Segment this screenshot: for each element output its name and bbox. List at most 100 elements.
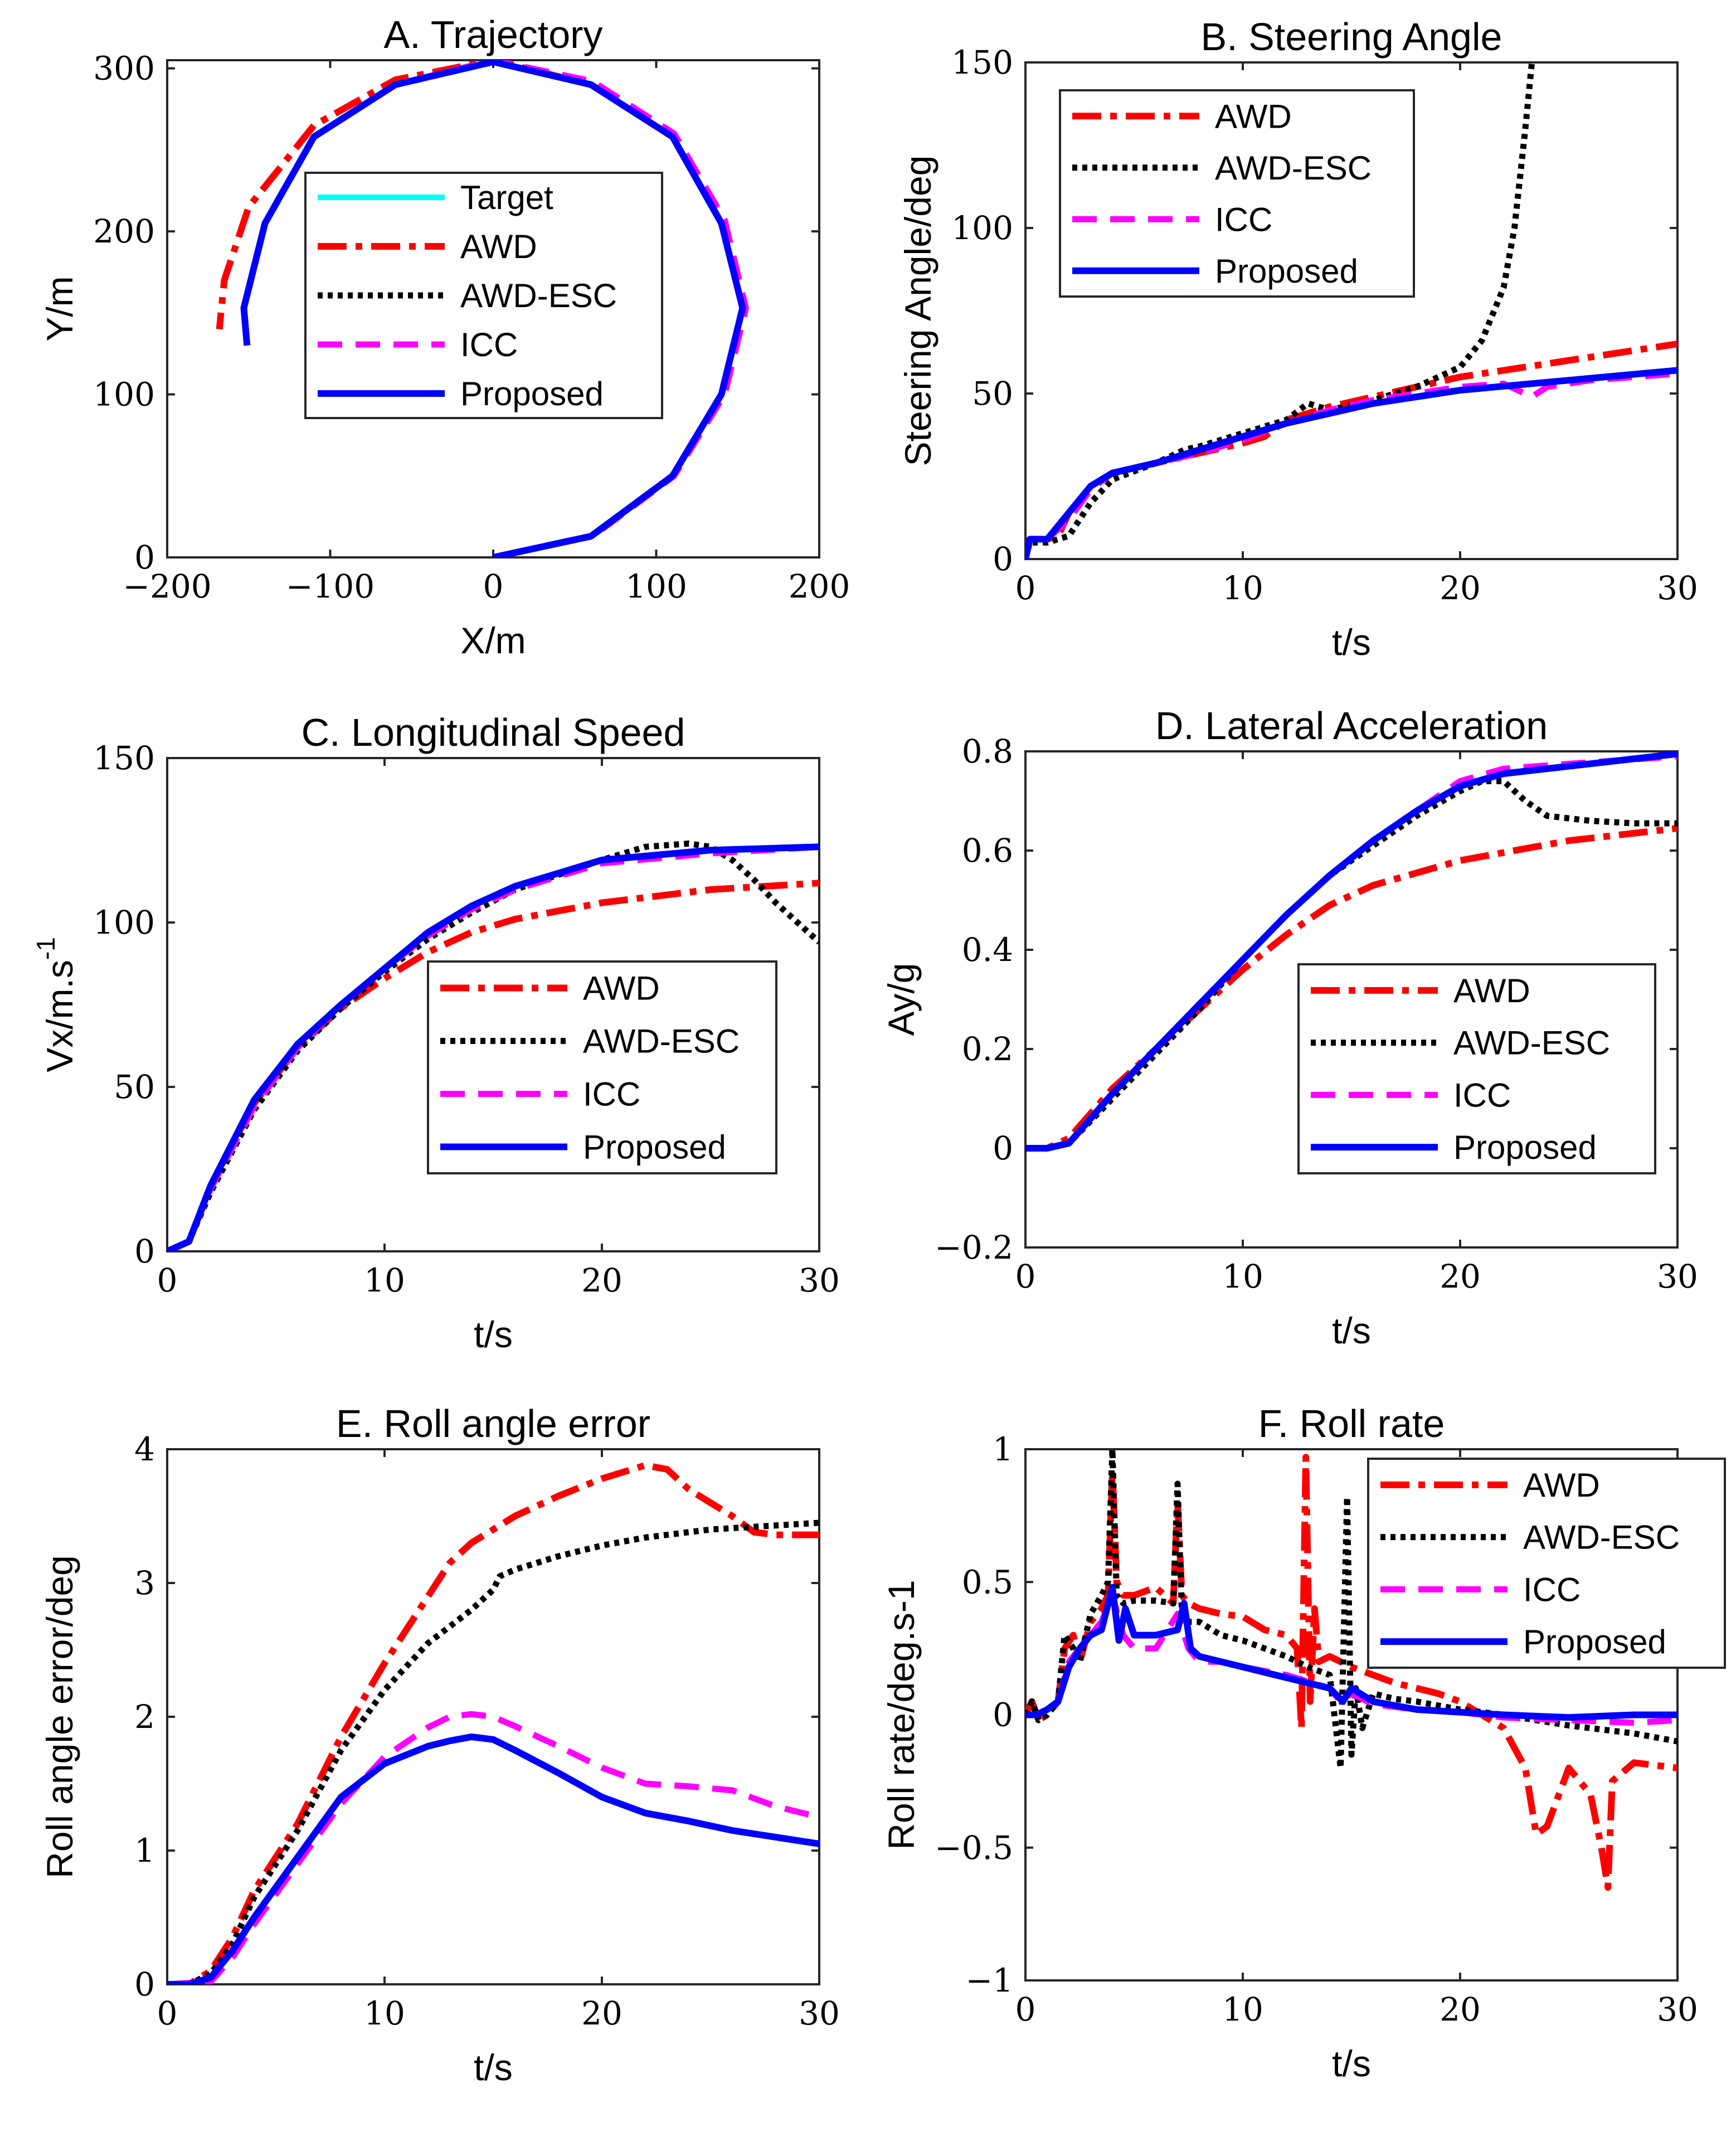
y-axis-label: Vx/m.s-1 xyxy=(31,937,80,1072)
y-axis-label-text: Roll rate/deg.s-1 xyxy=(881,1580,922,1849)
legend-label-proposed: Proposed xyxy=(1215,252,1358,290)
x-tick-label: 0 xyxy=(1015,569,1036,607)
x-axis-label: X/m xyxy=(460,620,526,661)
legend-label-icc: ICC xyxy=(583,1076,640,1113)
y-tick-label: 0.6 xyxy=(962,832,1013,870)
x-tick-label: −200 xyxy=(123,567,211,605)
y-tick-label: 0 xyxy=(134,1232,155,1270)
y-tick-label: 150 xyxy=(951,43,1013,81)
legend-label-proposed: Proposed xyxy=(1453,1129,1597,1166)
x-tick-label: 0 xyxy=(1015,1990,1036,2028)
legend: Target AWD AWD-ESC ICC Proposed xyxy=(304,172,663,419)
y-tick-label: 0.4 xyxy=(962,931,1013,969)
x-tick-label: 20 xyxy=(1440,1990,1481,2028)
chart-b: 0 10 20 30 0 50 100 150 B. Steering Angle t/s Stee… xyxy=(897,15,1698,663)
x-tick-label: −100 xyxy=(286,567,375,605)
series-line-awd-esc xyxy=(1025,62,1535,559)
chart-e: 0 10 20 30 0 1 2 3 4 E. Roll angle error t/s Roll a… xyxy=(39,1402,840,2088)
y-tick-label: 0.5 xyxy=(962,1563,1013,1601)
legend-label-target: Target xyxy=(460,179,553,216)
series-line-awd-esc xyxy=(167,1519,819,1984)
series-line-awd xyxy=(167,880,819,1251)
y-tick-label: 50 xyxy=(114,1068,155,1106)
y-axis-label: Y/m xyxy=(39,276,80,341)
x-tick-label: 30 xyxy=(1657,569,1698,607)
series-line-proposed xyxy=(1025,751,1677,1152)
x-tick-label: 10 xyxy=(1222,1257,1263,1295)
x-tick-label: 0 xyxy=(1015,1257,1036,1295)
legend-label-awd: AWD xyxy=(1523,1467,1600,1504)
legend-box xyxy=(304,172,663,419)
series-line-awd xyxy=(1025,825,1677,1152)
y-tick-label: 0.2 xyxy=(962,1030,1013,1068)
legend: AWD AWD-ESC ICC Proposed xyxy=(427,960,777,1174)
series-group xyxy=(167,840,819,1251)
legend: AWD AWD-ESC ICC Proposed xyxy=(1297,963,1656,1174)
y-tick-label: 200 xyxy=(93,212,155,250)
y-tick-label: 0 xyxy=(993,540,1013,578)
legend-label-icc: ICC xyxy=(1215,201,1272,238)
y-tick-label: −1 xyxy=(966,1961,1014,1999)
legend-label-awd-esc: AWD-ESC xyxy=(1523,1519,1680,1556)
y-axis-label-superscript: -1 xyxy=(31,937,60,960)
legend-label-awd-esc: AWD-ESC xyxy=(460,277,617,314)
series-line-proposed xyxy=(240,60,746,557)
legend-label-awd-esc: AWD-ESC xyxy=(583,1023,740,1060)
legend: AWD AWD-ESC ICC Proposed xyxy=(1367,1458,1726,1669)
series-line-icc xyxy=(241,60,749,557)
x-tick-label: 30 xyxy=(1657,1257,1698,1295)
x-tick-label: 10 xyxy=(1222,1990,1263,2028)
series-line-proposed xyxy=(167,1733,819,1984)
chart-title: E. Roll angle error xyxy=(336,1402,650,1445)
legend-box xyxy=(1059,89,1415,298)
x-axis-label: t/s xyxy=(1332,1310,1371,1351)
legend-label-awd: AWD xyxy=(1215,98,1292,135)
x-tick-label: 30 xyxy=(799,1994,840,2032)
y-tick-label: 1 xyxy=(993,1430,1013,1468)
chart-f: 0 10 20 30 −1 −0.5 0 0.5 1 F. Roll rate t/s Roll ra… xyxy=(881,1402,1726,2084)
legend-label-proposed: Proposed xyxy=(1523,1623,1666,1660)
x-axis-label: t/s xyxy=(1332,621,1371,663)
y-tick-label: 100 xyxy=(951,209,1013,247)
y-tick-label: 3 xyxy=(134,1564,155,1602)
series-line-proposed xyxy=(1025,367,1677,559)
x-tick-label: 30 xyxy=(1657,1990,1698,2028)
x-axis-label: t/s xyxy=(474,2047,513,2088)
legend-label-awd: AWD xyxy=(460,228,537,265)
x-tick-label: 10 xyxy=(1222,569,1263,607)
legend: AWD AWD-ESC ICC Proposed xyxy=(1059,89,1415,298)
chart-title: D. Lateral Acceleration xyxy=(1155,704,1548,747)
y-tick-label: 0.8 xyxy=(962,732,1013,770)
legend-label-awd-esc: AWD-ESC xyxy=(1453,1024,1610,1062)
series-line-icc xyxy=(167,1711,819,1984)
x-tick-label: 20 xyxy=(581,1994,623,2032)
x-tick-label: 10 xyxy=(364,1994,405,2032)
y-axis-label-text: Ay/g xyxy=(881,963,922,1036)
series-line-proposed xyxy=(1025,1584,1677,1721)
legend-label-proposed: Proposed xyxy=(460,375,604,412)
legend-box xyxy=(1367,1458,1726,1669)
x-tick-label: 0 xyxy=(157,1994,178,2032)
chart-a: −200 −100 0 100 200 0 100 200 300 A. Trajectory X/… xyxy=(39,13,850,661)
x-axis-label: t/s xyxy=(1332,2043,1371,2084)
y-tick-label: 0 xyxy=(993,1696,1013,1734)
legend-box xyxy=(427,960,777,1174)
y-axis-label-text: Steering Angle/deg xyxy=(897,156,938,467)
x-axis-label: t/s xyxy=(474,1314,513,1355)
y-tick-label: −0.5 xyxy=(935,1829,1013,1867)
chart-title: B. Steering Angle xyxy=(1201,15,1502,59)
y-tick-label: 1 xyxy=(134,1832,155,1869)
legend-label-proposed: Proposed xyxy=(583,1129,726,1166)
x-tick-label: 200 xyxy=(789,567,850,605)
y-axis-label: Ay/g xyxy=(881,963,922,1036)
legend-label-awd: AWD xyxy=(1453,972,1530,1009)
y-tick-label: 4 xyxy=(134,1430,155,1468)
y-tick-label: 0 xyxy=(134,1965,155,2003)
y-axis-label: Steering Angle/deg xyxy=(897,156,938,467)
y-tick-label: 0 xyxy=(134,538,155,576)
y-axis-label: Roll rate/deg.s-1 xyxy=(881,1580,922,1849)
y-tick-label: 2 xyxy=(134,1698,155,1736)
series-group xyxy=(1025,751,1677,1152)
legend-label-icc: ICC xyxy=(460,326,518,363)
